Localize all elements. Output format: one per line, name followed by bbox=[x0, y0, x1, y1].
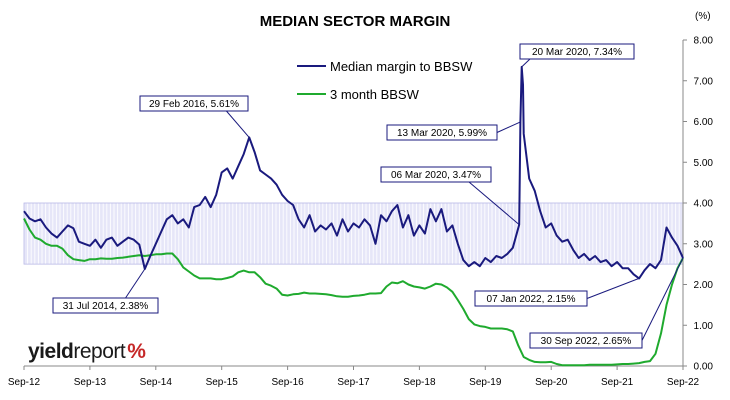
annotation-leader bbox=[586, 277, 640, 299]
y-tick-label: 4.00 bbox=[694, 199, 714, 210]
annotation-label: 31 Jul 2014, 2.38% bbox=[63, 301, 149, 312]
y-tick-label: 3.00 bbox=[694, 239, 714, 250]
y-tick-label: 7.00 bbox=[694, 76, 714, 87]
chart-title: MEDIAN SECTOR MARGIN bbox=[260, 13, 451, 30]
y-tick-label: 2.00 bbox=[694, 280, 714, 291]
y-unit-label: (%) bbox=[695, 11, 711, 22]
x-tick-label: Sep-21 bbox=[601, 377, 634, 388]
annotation-box bbox=[380, 166, 492, 183]
annotation-leader bbox=[521, 58, 531, 68]
series-line-bbsw bbox=[23, 218, 684, 367]
annotation-leader bbox=[496, 121, 521, 133]
logo-text-report: report bbox=[73, 340, 126, 363]
y-tick-label: 1.00 bbox=[694, 321, 714, 332]
legend-entry: 3 month BBSW bbox=[330, 87, 420, 102]
yieldreport-logo: yieldreport% bbox=[28, 340, 146, 364]
annotation-label: 13 Mar 2020, 5.99% bbox=[397, 128, 487, 139]
annotation-leader bbox=[226, 110, 250, 138]
annotation-label: 29 Feb 2016, 5.61% bbox=[149, 99, 239, 110]
x-tick-label: Sep-17 bbox=[337, 377, 370, 388]
y-tick-label: 5.00 bbox=[694, 158, 714, 169]
legend-entry: Median margin to BBSW bbox=[330, 59, 473, 74]
annotation-leader bbox=[641, 257, 684, 341]
annotation-box bbox=[386, 124, 498, 141]
annotation-box bbox=[529, 332, 643, 349]
logo-text-yield: yield bbox=[28, 340, 74, 363]
annotation-label: 07 Jan 2022, 2.15% bbox=[487, 294, 576, 305]
annotation-box bbox=[139, 95, 249, 112]
logo-percent-glyph: % bbox=[127, 340, 146, 363]
legend: Median margin to BBSW 3 month BBSW bbox=[297, 59, 473, 102]
x-tick-label: Sep-20 bbox=[535, 377, 568, 388]
x-tick-label: Sep-14 bbox=[140, 377, 173, 388]
y-tick-label: 6.00 bbox=[694, 117, 714, 128]
logo-percent-icon: % bbox=[127, 340, 146, 363]
x-tick-label: Sep-16 bbox=[271, 377, 304, 388]
x-tick-label: Sep-22 bbox=[667, 377, 700, 388]
series-line-median-margin bbox=[23, 65, 684, 280]
x-tick-label: Sep-15 bbox=[206, 377, 239, 388]
x-tick-label: Sep-13 bbox=[74, 377, 107, 388]
annotation-box bbox=[474, 290, 588, 307]
y-tick-label: 0.00 bbox=[694, 362, 714, 373]
annotation-label: 20 Mar 2020, 7.34% bbox=[532, 47, 622, 58]
x-tick-label: Sep-18 bbox=[403, 377, 436, 388]
annotation-label: 06 Mar 2020, 3.47% bbox=[391, 170, 481, 181]
series bbox=[23, 65, 684, 367]
annotation-box bbox=[52, 297, 159, 314]
annotation-leader bbox=[468, 181, 520, 225]
annotation-leader bbox=[125, 268, 146, 299]
axes: 0.00 1.00 2.00 3.00 4.00 5.00 6.00 7.00 8.00 Sep-… bbox=[8, 36, 714, 389]
annotations: 20 Mar 2020, 7.34% 29 Feb 2016, 5.61% 13 M… bbox=[52, 43, 684, 349]
annotation-label: 30 Sep 2022, 2.65% bbox=[541, 336, 632, 347]
x-tick-label: Sep-12 bbox=[8, 377, 41, 388]
annotation-box bbox=[519, 43, 635, 60]
x-tick-label: Sep-19 bbox=[469, 377, 502, 388]
y-tick-label: 8.00 bbox=[694, 36, 714, 47]
band-fill bbox=[24, 203, 683, 265]
